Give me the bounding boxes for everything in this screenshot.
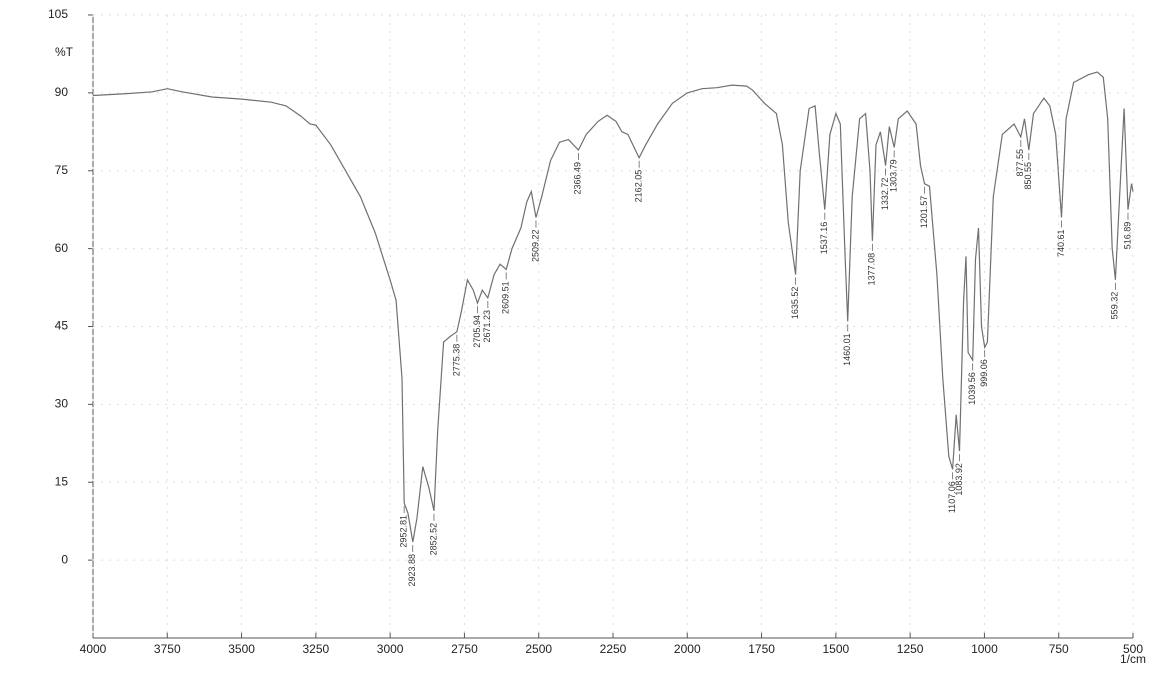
x-tick-label: 3500 xyxy=(228,642,255,656)
y-tick-label: 15 xyxy=(55,474,69,488)
peak-label: 559.32 xyxy=(1110,292,1120,320)
y-tick-label: 45 xyxy=(55,319,69,333)
peak-label: 2852.52 xyxy=(428,523,438,556)
peak-label: 1460.01 xyxy=(842,333,852,366)
peak-label: 1537.16 xyxy=(819,222,829,255)
x-tick-label: 1500 xyxy=(823,642,850,656)
peak-label: 1377.08 xyxy=(867,253,877,286)
peak-label: 1303.79 xyxy=(889,159,899,192)
y-axis-label: %T xyxy=(55,45,74,59)
peak-label: 1635.52 xyxy=(790,287,800,320)
peak-label: 2366.49 xyxy=(573,162,583,195)
x-tick-label: 4000 xyxy=(80,642,107,656)
x-tick-label: 3750 xyxy=(154,642,181,656)
peak-label: 2162.05 xyxy=(634,170,644,203)
peak-label: 2923.88 xyxy=(407,554,417,587)
peak-label: 850.55 xyxy=(1023,162,1033,190)
y-tick-label: 60 xyxy=(55,241,69,255)
y-tick-label: 90 xyxy=(55,85,69,99)
y-tick-label: 75 xyxy=(55,163,69,177)
peak-label: 2509.22 xyxy=(530,229,540,262)
peak-label: 1039.56 xyxy=(967,372,977,405)
x-axis-label: 1/cm xyxy=(1120,652,1146,666)
peak-label: 1083.92 xyxy=(954,463,964,496)
x-tick-label: 2000 xyxy=(674,642,701,656)
peak-label: 1107.06 xyxy=(947,481,957,513)
x-tick-label: 1250 xyxy=(897,642,924,656)
peak-label: 877.55 xyxy=(1015,149,1025,177)
peak-label: 740.61 xyxy=(1056,229,1066,257)
peak-label: 516.89 xyxy=(1122,222,1132,250)
y-tick-label: 30 xyxy=(55,397,69,411)
y-tick-label: 0 xyxy=(61,552,68,566)
peak-label: 999.06 xyxy=(979,359,989,387)
x-tick-label: 500 xyxy=(1123,642,1143,656)
x-tick-label: 750 xyxy=(1049,642,1069,656)
x-tick-label: 2750 xyxy=(451,642,478,656)
peak-label: 2705.94 xyxy=(472,315,482,348)
peak-label: 2671.23 xyxy=(482,310,492,343)
peak-label: 1201.57 xyxy=(919,196,929,229)
x-tick-label: 3250 xyxy=(303,642,330,656)
spectrum-line xyxy=(92,71,1134,543)
peak-label: 2952.81 xyxy=(399,515,409,548)
x-tick-label: 1750 xyxy=(748,642,775,656)
x-tick-label: 2500 xyxy=(525,642,552,656)
x-tick-label: 2250 xyxy=(600,642,627,656)
x-tick-label: 3000 xyxy=(377,642,404,656)
peak-label: 2609.51 xyxy=(501,281,511,314)
peak-label: 1332.72 xyxy=(880,178,890,211)
y-tick-label: 105 xyxy=(48,7,68,21)
peak-label: 2775.38 xyxy=(451,344,461,377)
x-tick-label: 1000 xyxy=(971,642,998,656)
